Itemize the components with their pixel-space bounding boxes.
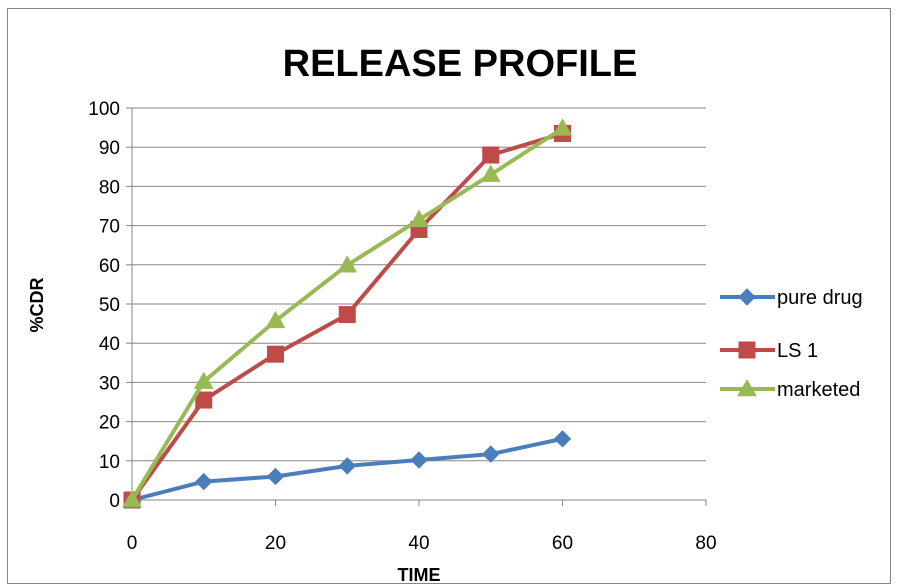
data-point-marketed-3 xyxy=(337,255,358,273)
data-point-marketed-5 xyxy=(480,164,501,182)
data-point-ls-1-2 xyxy=(267,345,284,363)
series-pure-drug xyxy=(123,430,572,509)
y-tick-label-9: 90 xyxy=(99,138,120,159)
y-tick-label-7: 70 xyxy=(99,217,120,238)
legend-item-pure-drug: pure drug xyxy=(720,287,863,309)
legend-marker-ls-1 xyxy=(738,341,756,359)
axes xyxy=(126,107,707,506)
legend-marker-pure-drug xyxy=(738,288,756,306)
data-point-marketed-6 xyxy=(552,118,573,136)
data-point-pure-drug-2 xyxy=(266,467,285,486)
y-tick-label-6: 60 xyxy=(99,256,120,277)
x-tick-label-1: 20 xyxy=(265,533,286,554)
x-axis-title: TIME xyxy=(398,565,441,585)
legend-label-ls-1: LS 1 xyxy=(777,340,818,362)
y-axis-title: %CDR xyxy=(27,277,47,332)
legend-marker-marketed xyxy=(737,378,757,397)
x-tick-label-2: 40 xyxy=(408,533,429,554)
data-point-pure-drug-6 xyxy=(553,430,572,448)
data-point-marketed-2 xyxy=(265,310,286,329)
y-tick-label-2: 20 xyxy=(99,413,120,434)
plot-area xyxy=(122,118,573,509)
x-tick-label-4: 80 xyxy=(695,533,716,554)
data-point-ls-1-3 xyxy=(338,306,356,324)
data-point-pure-drug-1 xyxy=(195,472,213,491)
data-point-pure-drug-5 xyxy=(482,445,500,463)
chart-title: RELEASE PROFILE xyxy=(283,43,638,85)
tick-labels: 0 10 20 30 40 50 60 70 80 90 100 0 20 40 60 80 xyxy=(88,99,716,554)
legend-label-pure-drug: pure drug xyxy=(777,287,863,309)
data-point-ls-1-1 xyxy=(195,391,213,409)
y-tick-label-0: 0 xyxy=(109,491,120,512)
y-tick-label-1: 10 xyxy=(99,452,120,473)
legend-item-marketed: marketed xyxy=(720,378,860,401)
x-tick-label-3: 60 xyxy=(552,533,573,554)
data-point-marketed-1 xyxy=(193,371,214,389)
series-marketed xyxy=(122,118,573,508)
legend-label-marketed: marketed xyxy=(777,379,860,401)
gridlines xyxy=(132,107,706,462)
x-tick-label-0: 0 xyxy=(127,533,138,554)
y-tick-label-10: 100 xyxy=(88,99,120,120)
data-point-ls-1-5 xyxy=(482,146,500,164)
y-tick-label-8: 80 xyxy=(99,177,120,198)
y-tick-label-4: 40 xyxy=(99,334,120,355)
data-point-marketed-0 xyxy=(122,489,142,508)
data-point-pure-drug-4 xyxy=(410,451,428,469)
y-tick-label-5: 50 xyxy=(99,295,120,316)
legend: pure drug LS 1 marketed xyxy=(720,287,863,401)
data-point-pure-drug-3 xyxy=(338,457,356,475)
y-tick-label-3: 30 xyxy=(99,373,120,394)
legend-item-ls-1: LS 1 xyxy=(720,340,818,362)
data-point-marketed-4 xyxy=(409,209,429,227)
